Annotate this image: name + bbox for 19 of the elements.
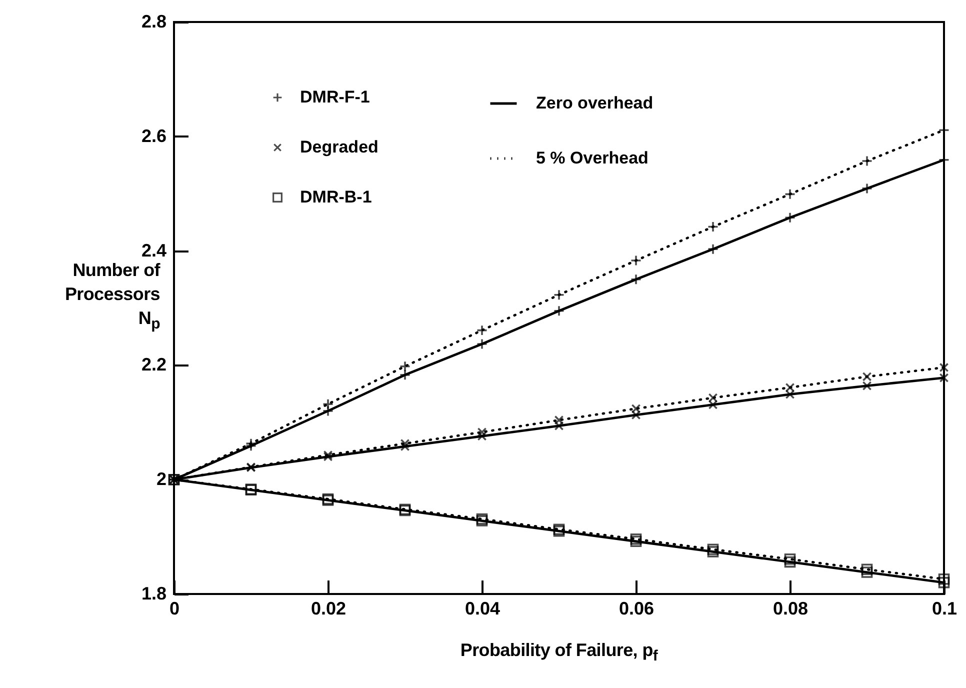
- y-tick-label: 2.2: [141, 354, 166, 375]
- annotation: Zero overhead: [536, 94, 654, 112]
- legend-label: DMR-B-1: [300, 188, 372, 206]
- legend-label: Degraded: [300, 138, 378, 156]
- y-tick-label: 1.8: [141, 584, 166, 604]
- x-tick-label: 0.1: [932, 598, 958, 618]
- annotation: 5 % Overhead: [536, 148, 648, 168]
- x-tick-label: 0.06: [618, 598, 654, 618]
- y-tick-label: 2: [156, 469, 166, 490]
- x-tick-label: 0.04: [464, 598, 500, 618]
- legend-label: DMR-F-1: [300, 88, 370, 106]
- y-axis-title: Number of Processors N$_{p}$: [64, 259, 160, 335]
- x-tick-label: 0: [169, 598, 180, 618]
- x-tick-label: 0.08: [772, 598, 808, 618]
- y-tick-label: 2.4: [141, 240, 166, 260]
- x-axis-title: Probability of Failure, p$_{f}$: [459, 640, 659, 665]
- y-tick-label: 2.6: [141, 126, 166, 146]
- x-tick-label: 0.02: [310, 598, 346, 618]
- y-tick-label: 2.8: [141, 12, 166, 32]
